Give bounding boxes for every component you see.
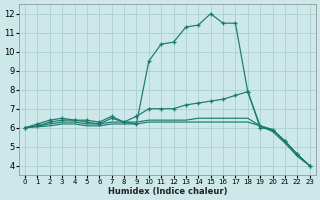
X-axis label: Humidex (Indice chaleur): Humidex (Indice chaleur) (108, 187, 227, 196)
